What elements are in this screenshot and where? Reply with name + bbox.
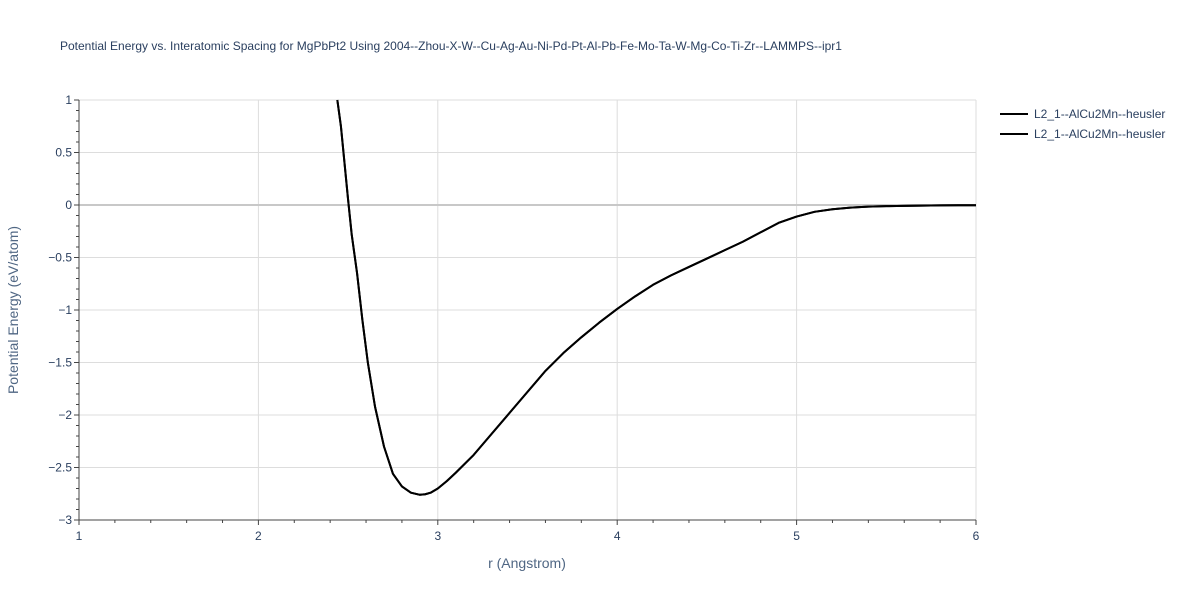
x-tick-label: 6 [973,529,980,543]
x-tick-labels: 1 2 3 4 5 6 [76,529,980,543]
series-lines [336,99,977,496]
y-tick-label: −2 [58,408,72,422]
y-tick-label: −1.5 [48,356,72,370]
y-tick-label: −3 [58,513,72,527]
x-tick-label: 2 [255,529,262,543]
y-tick-label: 0.5 [55,146,72,160]
y-tick-label: 1 [65,93,72,107]
series-line-2 [336,99,977,496]
y-axis-title: Potential Energy (eV/atom) [5,226,21,394]
x-tick-label: 3 [434,529,441,543]
y-tick-label: −1 [58,303,72,317]
y-tick-label: 0 [65,198,72,212]
y-tick-labels: 1 0.5 0 −0.5 −1 −1.5 −2 −2.5 −3 [48,93,72,527]
legend-entry[interactable]: L2_1--AlCu2Mn--heusler [1034,127,1165,141]
y-tick-label: −2.5 [48,461,72,475]
legend: L2_1--AlCu2Mn--heusler L2_1--AlCu2Mn--heu… [1000,107,1165,141]
legend-entry[interactable]: L2_1--AlCu2Mn--heusler [1034,107,1165,121]
y-tick-label: −0.5 [48,251,72,265]
x-axis-title: r (Angstrom) [488,555,566,571]
axes [78,100,976,521]
x-tick-label: 1 [76,529,83,543]
x-tick-label: 5 [793,529,800,543]
x-tick-label: 4 [614,529,621,543]
chart-title: Potential Energy vs. Interatomic Spacing… [60,39,842,53]
